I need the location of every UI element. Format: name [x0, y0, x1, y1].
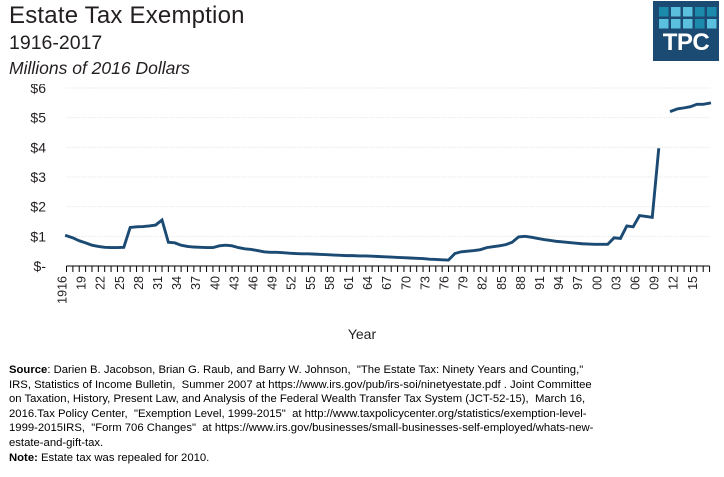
svg-text:19: 19 — [75, 276, 89, 290]
svg-text:$2: $2 — [30, 199, 46, 215]
svg-text:15: 15 — [686, 276, 700, 290]
svg-text:$1: $1 — [30, 228, 46, 244]
svg-text:52: 52 — [285, 276, 299, 290]
svg-text:82: 82 — [476, 276, 490, 290]
svg-text:46: 46 — [247, 276, 261, 290]
svg-text:$5: $5 — [30, 110, 46, 126]
svg-text:64: 64 — [361, 276, 375, 290]
svg-text:1916: 1916 — [56, 276, 70, 304]
svg-text:25: 25 — [113, 276, 127, 290]
svg-text:37: 37 — [189, 276, 203, 290]
svg-text:58: 58 — [323, 276, 337, 290]
svg-text:31: 31 — [151, 276, 165, 290]
svg-text:91: 91 — [533, 276, 547, 290]
svg-text:$4: $4 — [30, 139, 46, 155]
svg-text:97: 97 — [571, 276, 585, 290]
svg-text:28: 28 — [132, 276, 146, 290]
svg-text:43: 43 — [227, 276, 241, 290]
svg-text:79: 79 — [457, 276, 471, 290]
svg-text:61: 61 — [342, 276, 356, 290]
svg-text:$-: $- — [34, 258, 47, 274]
svg-text:76: 76 — [438, 276, 452, 290]
svg-text:85: 85 — [495, 276, 509, 290]
svg-text:$3: $3 — [30, 169, 46, 185]
svg-text:12: 12 — [667, 276, 681, 290]
svg-text:49: 49 — [266, 276, 280, 290]
svg-text:73: 73 — [418, 276, 432, 290]
svg-text:34: 34 — [170, 276, 184, 290]
svg-text:06: 06 — [629, 276, 643, 290]
svg-text:55: 55 — [304, 276, 318, 290]
svg-text:TPC: TPC — [663, 29, 710, 56]
svg-text:94: 94 — [552, 276, 566, 290]
svg-text:03: 03 — [609, 276, 623, 290]
svg-text:40: 40 — [208, 276, 222, 290]
svg-text:88: 88 — [514, 276, 528, 290]
svg-text:09: 09 — [648, 276, 662, 290]
svg-text:$6: $6 — [30, 84, 46, 96]
svg-text:67: 67 — [380, 276, 394, 290]
svg-text:00: 00 — [590, 276, 604, 290]
svg-text:70: 70 — [399, 276, 413, 290]
svg-text:22: 22 — [94, 276, 108, 290]
